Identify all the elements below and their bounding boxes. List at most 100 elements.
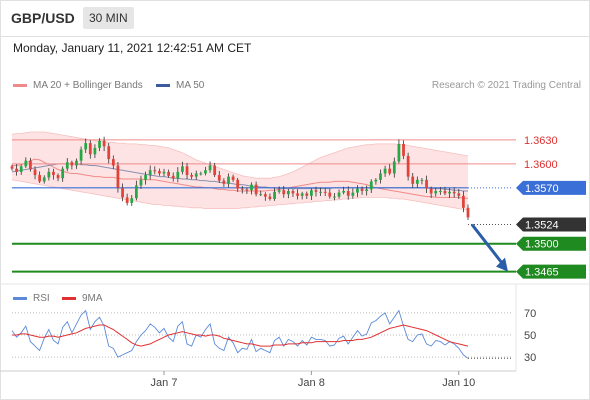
candle-body xyxy=(176,171,180,179)
candle-body xyxy=(282,190,286,195)
candle-body xyxy=(342,191,346,193)
rsi-ma-line xyxy=(12,324,469,347)
candle-body xyxy=(93,147,97,155)
candle-body xyxy=(360,188,364,192)
candle-body xyxy=(259,194,263,196)
candle-body xyxy=(240,188,244,190)
candle-body xyxy=(153,170,157,172)
candle-body xyxy=(199,173,203,175)
candle-body xyxy=(406,155,410,177)
symbol-label: GBP/USD xyxy=(11,10,75,26)
level-label: 1.3600 xyxy=(524,159,558,171)
candle-body xyxy=(217,175,221,181)
candle-body xyxy=(291,191,295,194)
candle-body xyxy=(121,187,124,198)
level-label: 1.3465 xyxy=(525,267,559,279)
candle-body xyxy=(462,195,465,208)
candle-body xyxy=(411,176,415,184)
candle-body xyxy=(15,168,18,172)
legend-rsi-label: RSI xyxy=(33,293,50,304)
candle-body xyxy=(323,191,327,193)
candle-body xyxy=(356,188,359,193)
ma20-line xyxy=(12,158,468,199)
level-tag xyxy=(516,236,586,251)
candle-body xyxy=(286,191,290,195)
candle-body xyxy=(139,179,143,186)
candle-body xyxy=(236,179,240,189)
candle-body xyxy=(222,180,226,184)
timeframe-button[interactable]: 30 MIN xyxy=(83,7,134,29)
candle-body xyxy=(379,173,382,180)
candle-body xyxy=(392,161,396,174)
candle-body xyxy=(185,166,189,176)
candle-body xyxy=(300,193,304,196)
candle-body xyxy=(425,179,428,189)
candle-body xyxy=(319,191,322,193)
candle-body xyxy=(296,193,299,196)
x-tick-label: Jan 10 xyxy=(442,377,475,389)
bollinger-lower-line xyxy=(11,179,469,211)
candle-body xyxy=(466,207,470,218)
candle-body xyxy=(263,194,267,197)
candle-body xyxy=(365,189,369,192)
candle-body xyxy=(310,190,313,196)
legend-rsi-ma-label: 9MA xyxy=(82,293,103,304)
legend-bollinger: MA 20 + Bollinger Bands xyxy=(13,80,143,91)
candle-body xyxy=(369,181,373,190)
level-label: 1.3570 xyxy=(525,183,559,195)
x-tick-label: Jan 8 xyxy=(298,377,325,389)
candle-body xyxy=(52,171,55,176)
candle-body xyxy=(24,160,28,167)
candle-body xyxy=(158,171,161,174)
candle-body xyxy=(148,170,152,176)
level-tag xyxy=(516,180,586,195)
rsi-tick-label: 30 xyxy=(524,352,536,364)
candle-body xyxy=(420,179,424,181)
rsi-ma-swatch xyxy=(62,297,76,300)
candle-body xyxy=(374,179,378,182)
candle-body xyxy=(250,184,253,191)
candle-body xyxy=(443,191,447,194)
legend-rsi-ma: 9MA xyxy=(62,293,103,304)
candle-body xyxy=(213,165,217,176)
candle-body xyxy=(181,166,184,172)
timestamp: Monday, January 11, 2021 12:42:51 AM CET xyxy=(13,41,252,55)
research-credit: Research © 2021 Trading Central xyxy=(431,80,581,91)
candle-body xyxy=(116,165,120,188)
candle-body xyxy=(88,143,92,155)
legend-ma50-label: MA 50 xyxy=(176,80,205,91)
candle-body xyxy=(134,185,138,199)
candle-body xyxy=(434,191,438,194)
candle-body xyxy=(383,168,387,174)
bollinger-band-fill xyxy=(12,132,468,211)
candle-body xyxy=(314,190,318,192)
candle-body xyxy=(277,190,281,192)
candle-body xyxy=(47,171,51,178)
candle-body xyxy=(452,191,456,194)
candle-body xyxy=(111,159,115,166)
legend-bollinger-label: MA 20 + Bollinger Bands xyxy=(33,80,143,91)
projection-arrow-line xyxy=(470,223,506,267)
candle-body xyxy=(144,175,147,180)
candle-body xyxy=(171,175,175,179)
candle-body xyxy=(254,184,258,195)
candle-body xyxy=(84,143,88,150)
candle-body xyxy=(227,176,230,184)
ma50-swatch xyxy=(156,84,170,87)
candle-body xyxy=(38,175,42,182)
rsi-tick-label: 50 xyxy=(524,330,536,342)
candle-body xyxy=(167,171,170,176)
candle-body xyxy=(273,191,276,199)
candle-body xyxy=(65,162,69,169)
candle-body xyxy=(61,168,65,179)
candle-body xyxy=(397,143,401,162)
candle-body xyxy=(402,143,405,156)
candle-body xyxy=(130,198,134,203)
candle-body xyxy=(33,169,37,176)
legend-rsi: RSI xyxy=(13,293,50,304)
candle-body xyxy=(125,197,129,203)
candle-body xyxy=(388,168,392,174)
x-tick-label: Jan 7 xyxy=(151,377,178,389)
candle-body xyxy=(351,192,355,196)
